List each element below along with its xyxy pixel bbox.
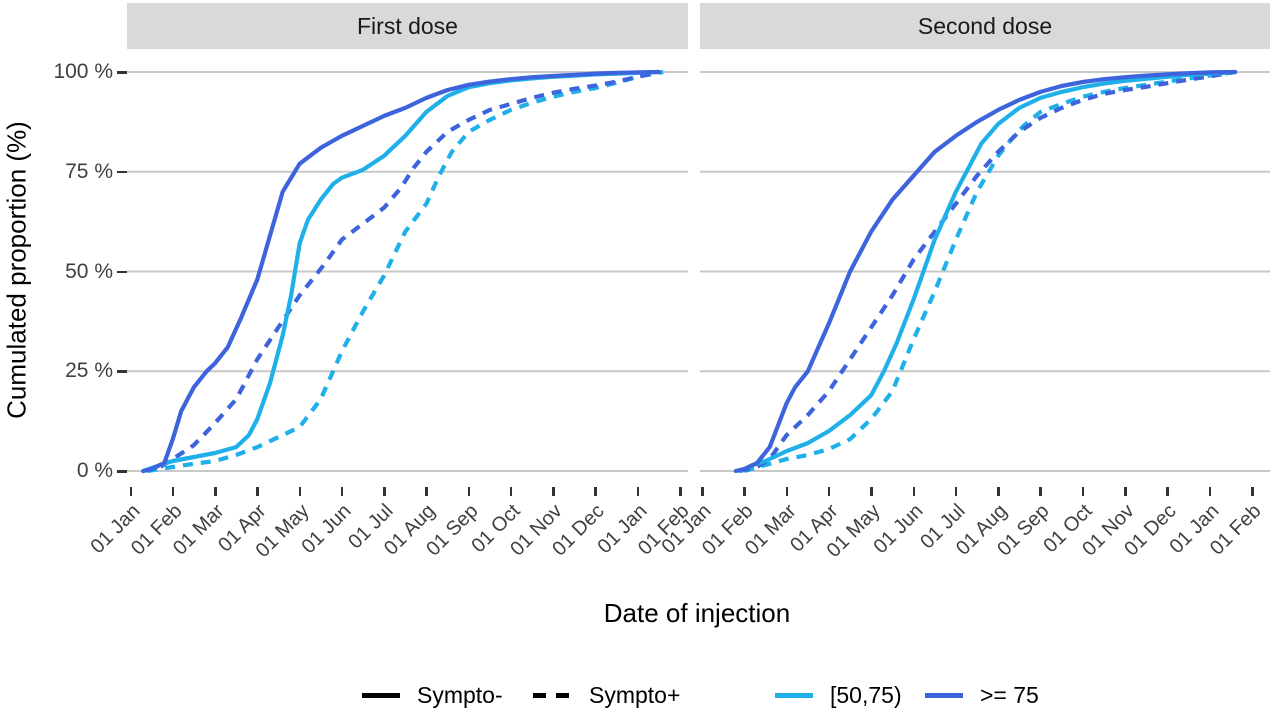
x-tick [1081, 487, 1085, 496]
x-tick [1039, 487, 1042, 496]
x-tick [214, 487, 217, 496]
legend-label: >= 75 [980, 681, 1039, 708]
y-tick [117, 71, 127, 74]
curve-blue-solid [141, 69, 662, 474]
x-tick [256, 487, 259, 496]
x-tick [1124, 487, 1127, 496]
curve-cyan-solid [737, 69, 1238, 474]
x-tick [425, 487, 428, 496]
curve-blue-solid [733, 69, 1238, 474]
y-axis-title: Cumulated proportion (%) [1, 121, 32, 419]
legend-key-cyan-line [775, 692, 813, 698]
y-tick [117, 270, 127, 273]
x-tick [1251, 487, 1254, 496]
facet-panel-1 [700, 69, 1270, 474]
legend-key-dashed-line [533, 692, 572, 698]
x-tick [1208, 487, 1212, 496]
x-tick [997, 487, 1000, 496]
x-tick [870, 487, 873, 496]
legend-key-blue-line [925, 692, 963, 698]
legend-label: Sympto- [417, 681, 503, 708]
y-tick-label: 100 % [53, 60, 113, 83]
x-tick [552, 487, 555, 496]
y-tick [117, 170, 127, 174]
facet-strip-label: Second dose [917, 12, 1053, 39]
legend-item-age-50-75: [50,75) [775, 681, 902, 709]
y-tick-label: 25 % [65, 359, 113, 383]
x-tick [636, 487, 640, 496]
curve-cyan-dashed [147, 69, 664, 474]
legend-item-sympto-plus: Sympto+ [533, 681, 680, 709]
x-tick [954, 487, 958, 496]
legend-item-age-75-plus: >= 75 [925, 681, 1039, 709]
y-tick [117, 470, 127, 473]
x-tick [129, 487, 132, 496]
legend-label: Sympto+ [589, 681, 681, 708]
facet-strip-first-dose: First dose [127, 3, 688, 49]
x-tick [1166, 487, 1169, 496]
y-tick [117, 370, 127, 373]
legend-item-sympto-minus: Sympto- [362, 681, 503, 709]
x-tick [467, 487, 471, 496]
x-tick [679, 487, 682, 496]
facet-strip-label: First dose [357, 12, 458, 39]
y-tick-label: 0 % [76, 459, 113, 482]
legend-label: [50,75) [830, 681, 902, 708]
facet-panel-0 [127, 69, 688, 474]
legend-key-solid-line [362, 692, 400, 698]
x-tick [594, 487, 597, 496]
y-tick-label: 50 % [65, 259, 113, 283]
x-tick [827, 487, 831, 496]
x-axis-title: Date of injection [603, 598, 791, 628]
curve-cyan-dashed [743, 69, 1236, 474]
x-tick [701, 487, 704, 496]
curve-blue-dashed [739, 69, 1236, 474]
x-tick [340, 487, 344, 496]
x-tick [383, 487, 386, 496]
x-tick [509, 487, 513, 496]
x-tick [743, 487, 746, 496]
x-tick [785, 487, 789, 496]
x-tick [298, 487, 302, 496]
curve-blue-dashed [142, 69, 660, 474]
y-tick-label: 75 % [65, 159, 113, 183]
facet-strip-second-dose: Second dose [700, 3, 1270, 49]
x-tick [171, 487, 175, 496]
x-tick [912, 487, 916, 496]
